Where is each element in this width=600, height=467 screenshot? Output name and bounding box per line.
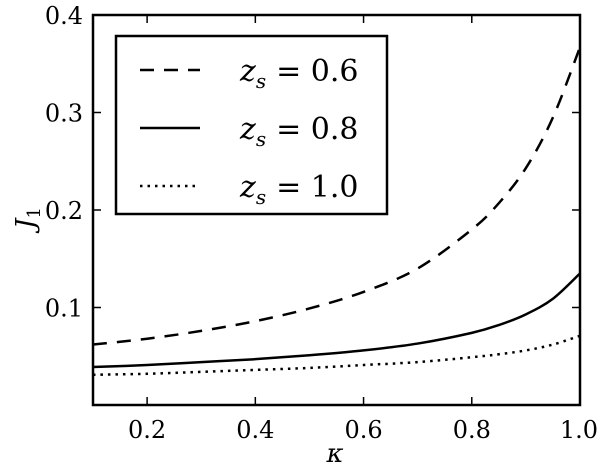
x-axis-label: κ bbox=[325, 439, 343, 467]
x-tick-label: 0.8 bbox=[453, 416, 491, 444]
legend-value: = 1.0 bbox=[276, 170, 358, 205]
legend-var: z bbox=[239, 112, 256, 147]
legend-label-1: zs = 0.6 bbox=[239, 54, 358, 93]
y-axis-label-subscript: 1 bbox=[24, 207, 45, 218]
series-line-1 bbox=[92, 46, 582, 346]
x-tick-label: 0.2 bbox=[128, 416, 166, 444]
y-tick-label: 0.2 bbox=[45, 197, 83, 225]
legend-var: z bbox=[239, 170, 256, 205]
legend-label-3: zs = 1.0 bbox=[239, 170, 358, 209]
series-line-2 bbox=[92, 272, 581, 369]
legend-subscript: s bbox=[256, 185, 266, 209]
y-axis-label: J1 bbox=[11, 207, 45, 234]
y-tick-label: 0.3 bbox=[45, 100, 83, 128]
axis-ticks: 0.2 0.4 0.6 0.8 1.0 0.1 0.2 0.3 0.4 bbox=[45, 2, 598, 444]
x-tick-label: 1.0 bbox=[560, 416, 598, 444]
legend-subscript: s bbox=[256, 69, 266, 93]
legend-subscript: s bbox=[256, 127, 266, 151]
series-line-3 bbox=[92, 334, 581, 377]
y-tick-label: 0.1 bbox=[45, 295, 83, 323]
x-tick-label: 0.4 bbox=[236, 416, 274, 444]
series-layer bbox=[92, 46, 582, 377]
legend-value: = 0.6 bbox=[276, 54, 358, 89]
y-tick-label: 0.4 bbox=[45, 2, 83, 30]
legend-value: = 0.8 bbox=[276, 112, 358, 147]
legend-box bbox=[114, 34, 389, 216]
legend-label-2: zs = 0.8 bbox=[239, 112, 358, 151]
legend-var: z bbox=[239, 54, 256, 89]
legend: zs = 0.6zs = 0.8zs = 1.0 bbox=[114, 34, 389, 216]
x-tick-label: 0.6 bbox=[344, 416, 382, 444]
